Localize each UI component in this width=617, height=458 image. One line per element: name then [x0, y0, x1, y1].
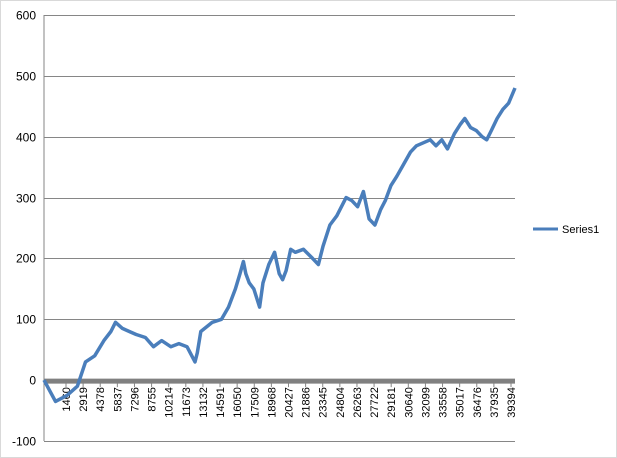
x-tick-label: 5837	[112, 387, 124, 411]
x-tick-label: 23345	[318, 387, 330, 418]
legend: Series1	[533, 224, 599, 236]
x-tick-label: 21886	[301, 387, 313, 418]
x-tick-label: 39394	[506, 387, 518, 418]
x-tick-label: 29181	[386, 387, 398, 418]
legend-label-series1: Series1	[562, 224, 599, 236]
x-tick-label: 30640	[403, 387, 415, 418]
x-tick-label: 18968	[266, 387, 278, 418]
gridlines	[43, 15, 515, 442]
x-tick-label: 20427	[284, 387, 296, 418]
x-tick-label: 16050	[232, 387, 244, 418]
y-axis: -100 0 100 200 300 400 500 600	[12, 9, 36, 449]
y-tick-label: -100	[12, 435, 36, 449]
x-tick-label: 17509	[249, 387, 261, 418]
x-axis-tick-labels: 1460 2919 4378 5837 7296 8755 10214 11673 13132 1…	[61, 383, 518, 418]
x-tick-label: 26263	[352, 387, 364, 418]
y-tick-label: 600	[16, 9, 36, 23]
x-tick-label: 35017	[455, 387, 467, 418]
y-tick-label: 200	[16, 252, 36, 266]
x-tick-label: 7296	[129, 387, 141, 411]
x-tick-label: 36476	[472, 387, 484, 418]
x-tick-label: 10214	[164, 387, 176, 418]
x-tick-label: 27722	[369, 387, 381, 418]
y-tick-label: 500	[16, 70, 36, 84]
x-tick-label: 33558	[438, 387, 450, 418]
y-tick-label: 0	[29, 374, 36, 388]
plot-series	[42, 87, 517, 404]
x-tick-label: 37935	[489, 387, 501, 418]
y-tick-label: 400	[16, 131, 36, 145]
y-tick-label: 300	[16, 192, 36, 206]
x-tick-label: 2919	[78, 387, 90, 411]
x-tick-label: 13132	[198, 387, 210, 418]
x-tick-label: 14591	[215, 387, 227, 418]
x-tick-label: 8755	[147, 387, 159, 411]
y-tick-label: 100	[16, 313, 36, 327]
x-tick-label: 4378	[95, 387, 107, 411]
x-tick-label: 11673	[181, 387, 193, 417]
x-tick-label: 32099	[420, 387, 432, 418]
series-line-1	[42, 87, 517, 404]
x-tick-label: 24804	[335, 387, 347, 418]
